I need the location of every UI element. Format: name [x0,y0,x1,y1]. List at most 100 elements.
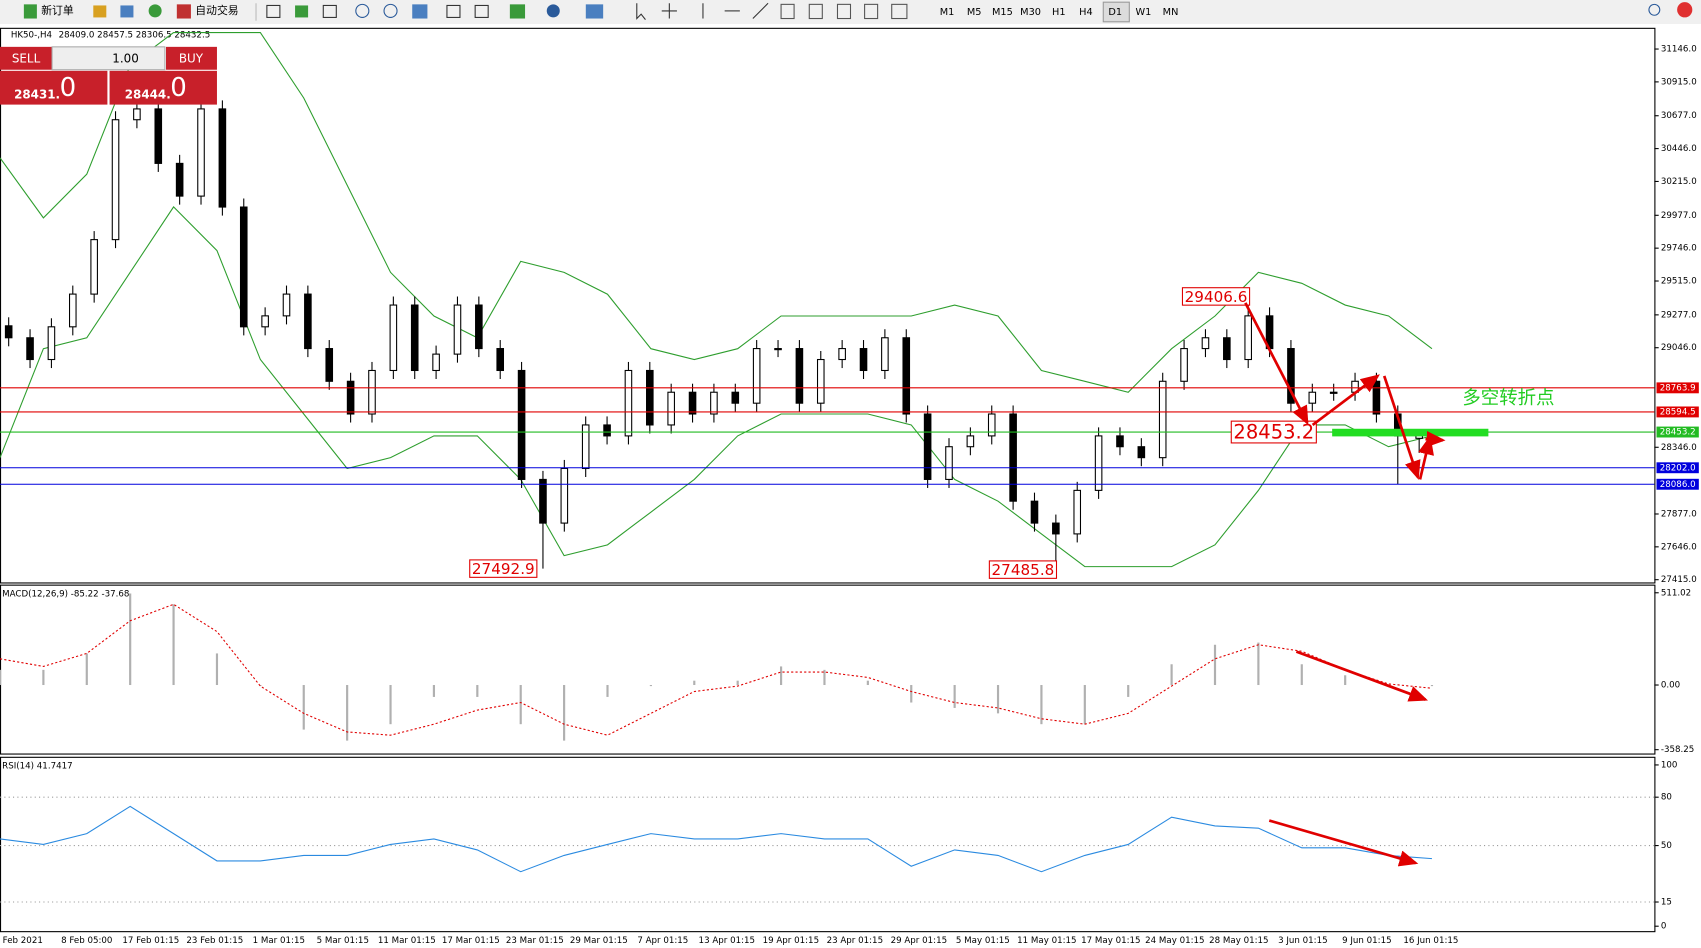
y-tick-label: 27877.0 [1661,509,1697,519]
timeframe[interactable]: M30 [1020,7,1041,18]
tool-icon[interactable] [120,5,134,18]
candle-body [1201,337,1210,350]
timeframe[interactable]: W1 [1135,7,1151,18]
candle-body [111,119,120,241]
lots-input[interactable] [51,46,166,71]
new-order[interactable]: 新订单 [41,3,74,17]
macd-bar [563,685,566,741]
bid-box[interactable] [0,70,108,105]
candle-body [838,348,846,361]
lots[interactable]: 1.00 [112,51,139,65]
macd-bar [606,685,609,697]
y-tick-label: 15 [1661,898,1672,908]
timeframe[interactable]: M1 [940,7,955,18]
macd-bar [129,593,132,686]
price-chart: 31146.0 30915.0 30677.0 30446.0 30215.0 29977… [0,30,1699,946]
annotation-box [988,560,1058,579]
candle-body [175,162,184,197]
candle-body [816,358,825,404]
cursor-tool[interactable] [636,3,646,20]
timeframe[interactable]: D1 [1108,7,1122,18]
candle-body [282,293,291,317]
price-pane [0,27,1656,584]
annotation-box [1181,287,1251,306]
candle-body [1052,522,1060,535]
bid-price-big: 0 [60,73,77,103]
macd-pane [0,584,1656,755]
y-tick-label: 29746.0 [1661,244,1697,254]
price-level-label: 28763.9 [1660,383,1696,393]
candle-body [752,348,761,404]
candle-body [496,348,505,372]
y-tick-label: 31146.0 [1661,45,1697,55]
buy-label[interactable]: BUY [179,51,204,65]
buy-button[interactable] [165,46,217,70]
ask-box[interactable] [109,70,217,105]
timeframe[interactable]: M5 [967,7,982,18]
macd-bar [953,685,956,708]
macd-bar [866,680,869,686]
y-tick-label: 511.02 [1661,588,1691,598]
annotation-note: 多空转折点 [1462,388,1554,409]
timeframe[interactable]: H1 [1052,7,1066,18]
macd-bar [215,653,219,686]
tool-icon[interactable] [266,4,281,18]
tool-icon[interactable] [412,4,428,19]
y-tick-label: 30446.0 [1661,144,1697,154]
tool-icon[interactable] [808,3,823,20]
auto-trading[interactable]: 自动交易 [195,3,238,17]
arrow [1295,650,1428,702]
sell-button[interactable] [0,46,53,70]
price-level-tag [1656,426,1699,438]
y-tick-label: 29977.0 [1661,211,1697,221]
tool-icon[interactable] [509,4,526,19]
zoom-in[interactable] [355,3,370,18]
y-tick-label: 50 [1661,841,1672,851]
tool-icon[interactable] [836,3,852,20]
toolbar: 新订单 自动交易 M1 M5 M15 M30 H1 H4 D1 W1 MN [0,0,1701,24]
bollinger-lower [0,206,1433,568]
tool-icon[interactable] [474,4,489,18]
bollinger-upper [0,31,1433,393]
rsi-chart: 100 80 50 15 0 RSI(14) 41.7417 [0,760,1677,932]
tool-icon[interactable] [295,5,309,18]
tool-icon[interactable] [780,3,795,20]
search[interactable] [1648,3,1661,16]
tool-icon[interactable] [148,4,162,18]
tool-icon[interactable] [585,4,604,19]
timeframe[interactable]: H4 [1079,7,1093,18]
tool-icon[interactable] [546,4,560,18]
timeframe[interactable]: M15 [992,7,1013,18]
candle-body [1073,489,1082,535]
tool-icon[interactable] [864,3,879,20]
candle-body [1009,413,1017,502]
candle-body [47,326,56,361]
annotation: 29406.6 [1185,288,1248,306]
sell-label[interactable]: SELL [12,51,41,65]
arrow [1244,302,1309,426]
candle-body [1287,348,1295,404]
ask-price-big: 0 [170,73,187,103]
notifications[interactable] [1677,2,1693,18]
macd-bar [1213,644,1217,686]
timeframe[interactable]: MN [1163,7,1179,18]
ohlc: 28409.0 28457.5 28306.5 28432.5 [59,30,211,40]
trendline-tool[interactable] [752,2,769,19]
candle-body [1137,446,1146,459]
candle-body [646,369,654,426]
x-tick-label: 17 May 01:15 [1081,936,1140,946]
tool-icon[interactable] [322,4,337,18]
tool-icon[interactable] [891,3,908,20]
zoom-out[interactable] [383,3,398,18]
x-tick-label: 9 Jun 01:15 [1342,936,1392,946]
price-level-tag [1656,462,1699,474]
auto-trading-icon[interactable] [176,4,191,19]
new-order-icon[interactable] [23,4,37,19]
rsi-pane [0,756,1656,933]
tool-icon[interactable] [93,5,107,18]
tool-icon[interactable] [446,4,461,18]
macd-bar [432,685,436,697]
macd-bar [0,669,2,686]
candle-body [261,315,269,328]
crosshair-tool[interactable] [661,3,677,19]
